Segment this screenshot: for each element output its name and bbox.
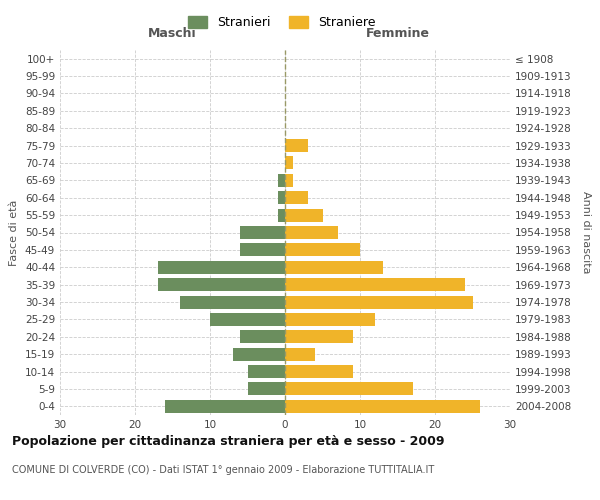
Bar [285, 382, 413, 396]
Bar [285, 278, 465, 291]
Bar [157, 278, 285, 291]
Y-axis label: Anni di nascita: Anni di nascita [581, 191, 591, 274]
Bar [157, 260, 285, 274]
Text: Popolazione per cittadinanza straniera per età e sesso - 2009: Popolazione per cittadinanza straniera p… [12, 435, 445, 448]
Bar [233, 348, 285, 360]
Bar [240, 330, 285, 344]
Bar [210, 313, 285, 326]
Bar [285, 156, 293, 170]
Bar [277, 174, 285, 187]
Text: Maschi: Maschi [148, 26, 197, 40]
Bar [285, 348, 315, 360]
Bar [285, 226, 337, 239]
Bar [285, 330, 353, 344]
Legend: Stranieri, Straniere: Stranieri, Straniere [184, 11, 380, 34]
Bar [285, 365, 353, 378]
Bar [285, 313, 375, 326]
Bar [240, 244, 285, 256]
Bar [277, 208, 285, 222]
Y-axis label: Fasce di età: Fasce di età [10, 200, 19, 266]
Bar [285, 174, 293, 187]
Bar [277, 191, 285, 204]
Bar [248, 365, 285, 378]
Text: Femmine: Femmine [365, 26, 430, 40]
Bar [285, 191, 308, 204]
Bar [285, 400, 480, 413]
Bar [285, 139, 308, 152]
Bar [180, 296, 285, 308]
Bar [240, 226, 285, 239]
Text: COMUNE DI COLVERDE (CO) - Dati ISTAT 1° gennaio 2009 - Elaborazione TUTTITALIA.I: COMUNE DI COLVERDE (CO) - Dati ISTAT 1° … [12, 465, 434, 475]
Bar [248, 382, 285, 396]
Bar [285, 260, 383, 274]
Bar [285, 244, 360, 256]
Bar [285, 208, 323, 222]
Bar [285, 296, 473, 308]
Bar [165, 400, 285, 413]
